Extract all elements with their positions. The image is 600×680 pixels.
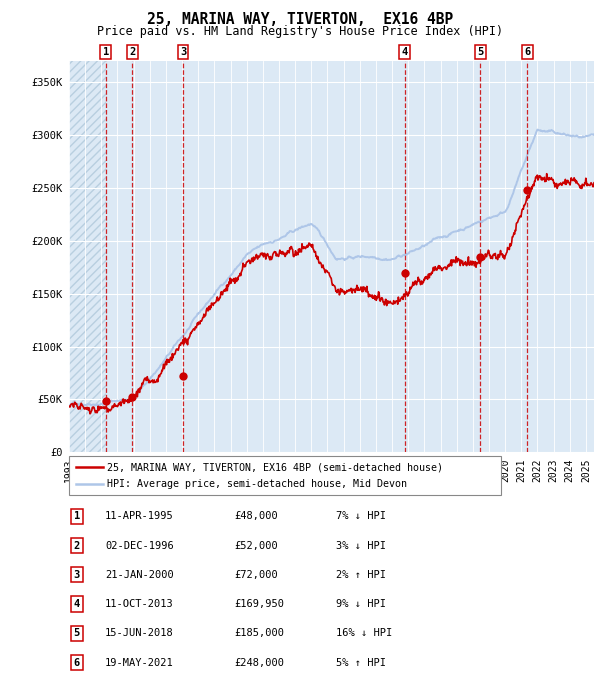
Text: £72,000: £72,000 <box>234 570 278 580</box>
Text: 02-DEC-1996: 02-DEC-1996 <box>105 541 174 551</box>
Text: 2% ↑ HPI: 2% ↑ HPI <box>336 570 386 580</box>
Text: 11-OCT-2013: 11-OCT-2013 <box>105 599 174 609</box>
Text: 3: 3 <box>180 47 186 57</box>
Text: £48,000: £48,000 <box>234 511 278 522</box>
Text: 5: 5 <box>74 628 80 639</box>
Text: 6: 6 <box>74 658 80 668</box>
Text: 19-MAY-2021: 19-MAY-2021 <box>105 658 174 668</box>
Text: 3% ↓ HPI: 3% ↓ HPI <box>336 541 386 551</box>
Text: 5% ↑ HPI: 5% ↑ HPI <box>336 658 386 668</box>
Text: 7% ↓ HPI: 7% ↓ HPI <box>336 511 386 522</box>
Text: 15-JUN-2018: 15-JUN-2018 <box>105 628 174 639</box>
Text: 3: 3 <box>74 570 80 580</box>
Text: £185,000: £185,000 <box>234 628 284 639</box>
Text: 11-APR-1995: 11-APR-1995 <box>105 511 174 522</box>
Text: 21-JAN-2000: 21-JAN-2000 <box>105 570 174 580</box>
Text: 2: 2 <box>129 47 136 57</box>
Text: 9% ↓ HPI: 9% ↓ HPI <box>336 599 386 609</box>
Text: 4: 4 <box>74 599 80 609</box>
Text: 6: 6 <box>524 47 530 57</box>
Text: 16% ↓ HPI: 16% ↓ HPI <box>336 628 392 639</box>
Text: 25, MARINA WAY, TIVERTON, EX16 4BP (semi-detached house): 25, MARINA WAY, TIVERTON, EX16 4BP (semi… <box>107 462 443 473</box>
Text: HPI: Average price, semi-detached house, Mid Devon: HPI: Average price, semi-detached house,… <box>107 479 407 489</box>
Text: 5: 5 <box>477 47 484 57</box>
Text: £248,000: £248,000 <box>234 658 284 668</box>
Text: 1: 1 <box>103 47 109 57</box>
Text: Price paid vs. HM Land Registry's House Price Index (HPI): Price paid vs. HM Land Registry's House … <box>97 25 503 38</box>
Text: 25, MARINA WAY, TIVERTON,  EX16 4BP: 25, MARINA WAY, TIVERTON, EX16 4BP <box>147 12 453 27</box>
Text: 4: 4 <box>401 47 408 57</box>
Text: £169,950: £169,950 <box>234 599 284 609</box>
Text: 2: 2 <box>74 541 80 551</box>
Text: £52,000: £52,000 <box>234 541 278 551</box>
Text: 1: 1 <box>74 511 80 522</box>
